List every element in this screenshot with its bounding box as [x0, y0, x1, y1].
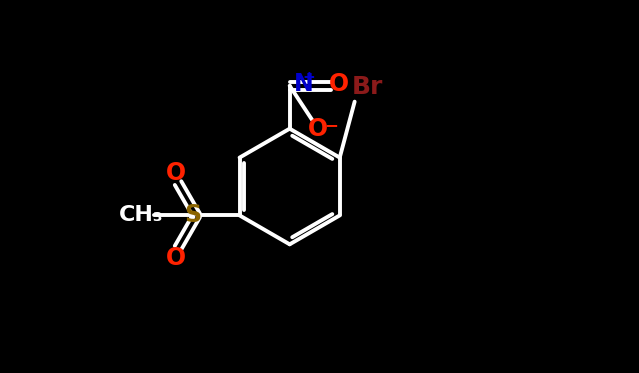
Text: O: O	[308, 117, 328, 141]
Text: −: −	[324, 116, 338, 134]
Text: +: +	[303, 70, 316, 85]
Text: O: O	[166, 246, 186, 270]
Text: S: S	[185, 203, 201, 228]
Text: CH₃: CH₃	[118, 206, 163, 225]
Text: O: O	[329, 72, 349, 96]
Text: O: O	[166, 161, 186, 185]
Text: Br: Br	[352, 75, 383, 99]
Text: N: N	[294, 72, 314, 96]
